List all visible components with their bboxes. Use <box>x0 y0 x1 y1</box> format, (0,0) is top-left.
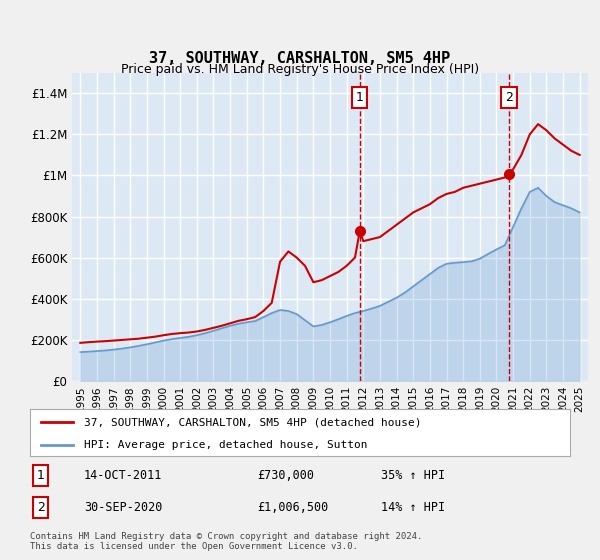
Text: £730,000: £730,000 <box>257 469 314 482</box>
Text: 14-OCT-2011: 14-OCT-2011 <box>84 469 163 482</box>
Text: £1,006,500: £1,006,500 <box>257 501 328 514</box>
Text: 14% ↑ HPI: 14% ↑ HPI <box>381 501 445 514</box>
Text: 30-SEP-2020: 30-SEP-2020 <box>84 501 163 514</box>
Text: 37, SOUTHWAY, CARSHALTON, SM5 4HP (detached house): 37, SOUTHWAY, CARSHALTON, SM5 4HP (detac… <box>84 417 421 427</box>
Text: Price paid vs. HM Land Registry's House Price Index (HPI): Price paid vs. HM Land Registry's House … <box>121 63 479 77</box>
Text: 1: 1 <box>37 469 45 482</box>
Text: 35% ↑ HPI: 35% ↑ HPI <box>381 469 445 482</box>
Text: 2: 2 <box>505 91 513 104</box>
Text: Contains HM Land Registry data © Crown copyright and database right 2024.
This d: Contains HM Land Registry data © Crown c… <box>30 532 422 552</box>
Text: 2: 2 <box>37 501 45 514</box>
Text: 1: 1 <box>356 91 364 104</box>
Text: HPI: Average price, detached house, Sutton: HPI: Average price, detached house, Sutt… <box>84 440 367 450</box>
Text: 37, SOUTHWAY, CARSHALTON, SM5 4HP: 37, SOUTHWAY, CARSHALTON, SM5 4HP <box>149 52 451 66</box>
